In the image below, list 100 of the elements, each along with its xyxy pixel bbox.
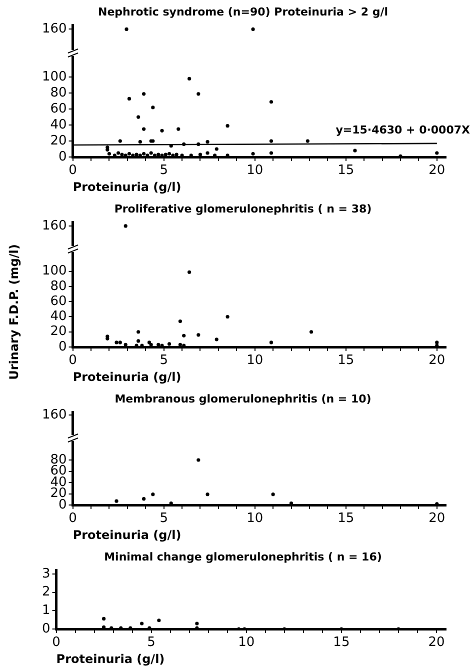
y-tick-label: 20 — [50, 133, 67, 148]
y-tick-label: 0 — [58, 149, 67, 164]
y-tick-label: 20 — [50, 324, 67, 340]
point — [124, 27, 128, 31]
point — [269, 139, 274, 143]
point — [226, 124, 230, 128]
x-tick-label: 5 — [160, 511, 168, 526]
point — [435, 151, 439, 155]
annotation: y=15·4630 + 0·0007X — [336, 124, 471, 136]
point — [136, 115, 140, 119]
point — [118, 340, 122, 344]
x-tick-label: 15 — [338, 163, 354, 178]
point — [142, 152, 146, 156]
point — [118, 139, 122, 143]
point — [127, 152, 132, 156]
y-tick-label: 160 — [42, 218, 67, 234]
x-tick-label: 20 — [428, 511, 446, 526]
point — [269, 340, 274, 344]
y-tick-label: 60 — [50, 101, 67, 116]
y-tick-label: 100 — [42, 69, 67, 84]
point — [142, 497, 146, 501]
y-tick-label: 0 — [42, 621, 50, 636]
point — [178, 319, 182, 324]
chart-title: Nephrotic syndrome (n=90) Proteinuria > 2 g/l — [98, 5, 388, 18]
x-tick-label: 10 — [246, 353, 264, 368]
point — [309, 330, 314, 334]
x-tick-label: 15 — [338, 353, 354, 368]
x-tick-label: 0 — [68, 511, 77, 526]
chart-title: Proliferative glomerulonephritis ( n = 38) — [114, 202, 372, 216]
x-tick-label: 5 — [147, 635, 156, 650]
point — [127, 96, 132, 100]
point — [182, 334, 186, 338]
x-tick-label: 20 — [428, 635, 445, 650]
point — [107, 152, 112, 156]
chart-title: Minimal change glomerulonephritis ( n = 16) — [104, 550, 382, 564]
point — [151, 492, 155, 496]
point — [198, 152, 202, 156]
y-tick-label: 100 — [42, 264, 67, 279]
point — [174, 152, 178, 156]
point — [124, 224, 128, 228]
x-tick-label: 0 — [68, 353, 77, 368]
point — [214, 338, 218, 342]
point — [188, 270, 192, 274]
point — [142, 127, 146, 131]
x-tick-label: 10 — [246, 163, 264, 178]
point — [151, 106, 155, 110]
point — [251, 27, 255, 31]
point — [106, 148, 110, 152]
x-axis-title: Proteinuria (g/l) — [72, 180, 182, 194]
y-tick-label: 2 — [42, 584, 50, 600]
y-tick-label: 1 — [42, 603, 50, 618]
point — [196, 92, 200, 96]
point — [138, 140, 142, 144]
chart-title: Membranous glomerulonephritis (n = 10) — [114, 392, 372, 406]
y-tick-label: 3 — [42, 566, 50, 582]
point — [269, 151, 274, 155]
x-tick-label: 15 — [333, 635, 350, 650]
x-axis-title: Proteinuria (g/l) — [72, 370, 182, 384]
point — [142, 92, 146, 96]
point — [167, 342, 172, 346]
point — [435, 340, 439, 344]
y-tick-label: 40 — [50, 117, 67, 132]
point — [206, 140, 210, 144]
point — [120, 152, 124, 156]
point — [206, 151, 210, 155]
x-tick-label: 20 — [428, 353, 446, 368]
point — [114, 340, 118, 344]
x-axis-title: Proteinuria (g/l) — [72, 528, 182, 542]
point — [160, 128, 164, 132]
y-tick-label: 160 — [42, 22, 67, 37]
point — [182, 142, 186, 146]
point — [134, 152, 138, 156]
x-tick-label: 10 — [238, 635, 255, 650]
point — [226, 314, 230, 319]
x-tick-label: 10 — [246, 511, 264, 526]
y-tick-label: 160 — [42, 407, 67, 422]
y-tick-label: 0 — [58, 497, 67, 512]
y-axis-title: Urinary F.D.P. (mg/l) — [6, 244, 21, 380]
point — [269, 100, 274, 104]
point — [353, 148, 357, 152]
point — [136, 339, 140, 343]
x-tick-label: 0 — [68, 163, 77, 178]
point — [271, 492, 275, 496]
point — [164, 152, 168, 156]
x-tick-label: 5 — [160, 353, 168, 368]
point — [167, 152, 172, 156]
point — [196, 142, 200, 146]
point — [149, 151, 153, 155]
x-tick-label: 20 — [428, 163, 446, 178]
point — [156, 152, 160, 156]
point — [188, 76, 192, 81]
y-tick-label: 80 — [50, 85, 67, 100]
y-tick-label: 60 — [50, 294, 67, 309]
y-tick-label: 40 — [50, 309, 67, 324]
point — [206, 492, 210, 496]
point — [251, 152, 255, 156]
point — [114, 499, 118, 503]
point — [214, 147, 218, 151]
x-axis-title: Proteinuria (g/l) — [56, 652, 165, 666]
y-tick-label: 0 — [58, 339, 67, 354]
